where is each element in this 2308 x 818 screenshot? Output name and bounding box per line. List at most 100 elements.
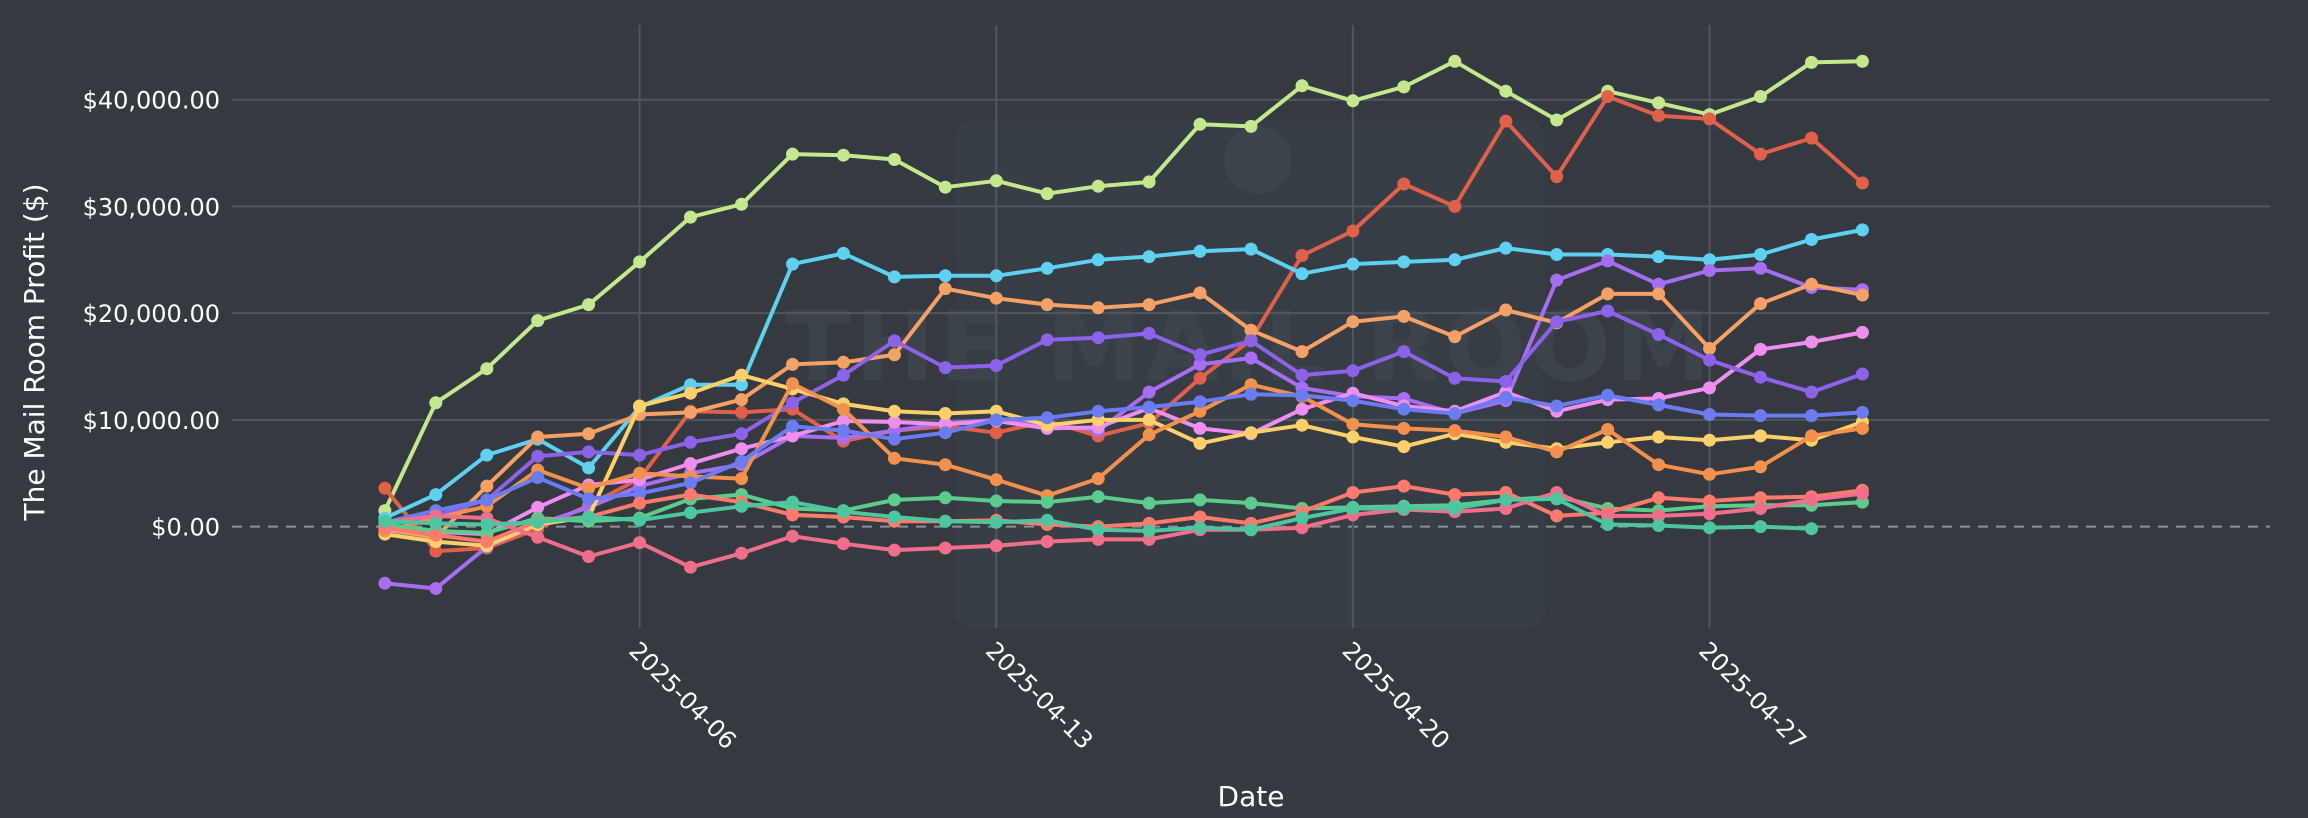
data-point[interactable] — [1805, 385, 1818, 399]
data-point[interactable] — [1193, 436, 1207, 450]
data-point[interactable] — [1754, 297, 1767, 311]
data-point[interactable] — [1550, 248, 1564, 261]
data-point[interactable] — [1550, 492, 1564, 506]
data-point[interactable] — [1754, 502, 1767, 515]
data-point[interactable] — [938, 491, 952, 505]
data-point[interactable] — [1295, 267, 1309, 281]
data-point[interactable] — [1040, 535, 1054, 549]
data-point[interactable] — [531, 500, 545, 514]
data-point[interactable] — [1346, 394, 1360, 408]
data-point[interactable] — [1805, 493, 1818, 507]
data-point[interactable] — [1805, 335, 1818, 349]
data-point[interactable] — [1397, 309, 1411, 323]
data-point[interactable] — [887, 451, 901, 465]
data-point[interactable] — [1601, 287, 1615, 301]
data-point[interactable] — [1805, 131, 1818, 145]
data-point[interactable] — [1244, 496, 1258, 510]
data-point[interactable] — [582, 445, 596, 459]
data-point[interactable] — [1855, 325, 1869, 339]
data-point[interactable] — [1499, 493, 1513, 507]
data-point[interactable] — [531, 471, 545, 484]
data-point[interactable] — [480, 448, 494, 462]
data-point[interactable] — [938, 426, 952, 440]
data-point[interactable] — [786, 495, 799, 509]
data-point[interactable] — [1193, 357, 1207, 371]
data-point[interactable] — [531, 314, 545, 328]
data-point[interactable] — [989, 494, 1003, 508]
data-point[interactable] — [633, 466, 647, 480]
data-point[interactable] — [1193, 371, 1207, 385]
data-point[interactable] — [735, 405, 748, 419]
data-point[interactable] — [633, 487, 647, 500]
data-point[interactable] — [887, 543, 901, 557]
data-point[interactable] — [1295, 521, 1309, 535]
data-point[interactable] — [633, 513, 647, 527]
data-point[interactable] — [1193, 395, 1207, 409]
data-point[interactable] — [1550, 315, 1564, 329]
data-point[interactable] — [1193, 117, 1207, 131]
data-point[interactable] — [1091, 490, 1105, 504]
data-point[interactable] — [1703, 112, 1716, 126]
data-point[interactable] — [1754, 460, 1767, 474]
data-point[interactable] — [1244, 387, 1258, 401]
data-point[interactable] — [1448, 488, 1462, 502]
data-point[interactable] — [938, 282, 952, 296]
data-point[interactable] — [1346, 315, 1360, 329]
data-point[interactable] — [531, 530, 545, 544]
data-point[interactable] — [836, 246, 850, 260]
data-point[interactable] — [429, 516, 443, 530]
data-point[interactable] — [786, 419, 799, 433]
data-point[interactable] — [1448, 253, 1462, 267]
data-point[interactable] — [1550, 445, 1564, 459]
data-point[interactable] — [1295, 511, 1309, 525]
data-point[interactable] — [989, 515, 1003, 529]
data-point[interactable] — [1040, 333, 1054, 347]
data-point[interactable] — [1805, 409, 1818, 423]
data-point[interactable] — [1397, 479, 1411, 493]
data-point[interactable] — [836, 537, 850, 551]
data-point[interactable] — [1091, 331, 1105, 345]
data-point[interactable] — [480, 518, 494, 531]
data-point[interactable] — [786, 147, 799, 161]
data-point[interactable] — [1855, 421, 1869, 435]
data-point[interactable] — [989, 359, 1003, 372]
data-point[interactable] — [684, 560, 697, 574]
data-point[interactable] — [1805, 429, 1818, 443]
data-point[interactable] — [989, 473, 1003, 487]
data-point[interactable] — [582, 510, 596, 524]
data-point[interactable] — [1601, 90, 1615, 103]
data-point[interactable] — [1193, 510, 1207, 524]
data-point[interactable] — [1703, 408, 1716, 421]
data-point[interactable] — [1652, 277, 1666, 291]
data-point[interactable] — [1142, 326, 1156, 340]
data-point[interactable] — [1091, 523, 1105, 537]
data-point[interactable] — [1448, 502, 1462, 515]
data-point[interactable] — [1295, 418, 1309, 432]
data-point[interactable] — [1040, 187, 1054, 201]
data-point[interactable] — [1346, 502, 1360, 515]
data-point[interactable] — [1703, 433, 1716, 447]
data-point[interactable] — [1397, 502, 1411, 515]
data-point[interactable] — [1855, 487, 1869, 500]
data-point[interactable] — [582, 550, 596, 563]
data-point[interactable] — [1193, 404, 1207, 418]
data-point[interactable] — [887, 493, 901, 507]
data-point[interactable] — [1397, 421, 1411, 435]
data-point[interactable] — [1142, 413, 1156, 427]
data-point[interactable] — [938, 458, 952, 472]
data-point[interactable] — [735, 378, 748, 392]
data-point[interactable] — [1397, 255, 1411, 269]
data-point[interactable] — [1652, 519, 1666, 532]
data-point[interactable] — [887, 270, 901, 284]
data-point[interactable] — [1397, 345, 1411, 359]
data-point[interactable] — [989, 539, 1003, 553]
data-point[interactable] — [684, 435, 697, 449]
data-point[interactable] — [1703, 521, 1716, 535]
data-point[interactable] — [887, 432, 901, 446]
data-point[interactable] — [1855, 176, 1869, 190]
data-point[interactable] — [582, 298, 596, 312]
data-point[interactable] — [1091, 472, 1105, 486]
data-point[interactable] — [735, 197, 748, 211]
data-point[interactable] — [1754, 342, 1767, 356]
data-point[interactable] — [1754, 261, 1767, 275]
